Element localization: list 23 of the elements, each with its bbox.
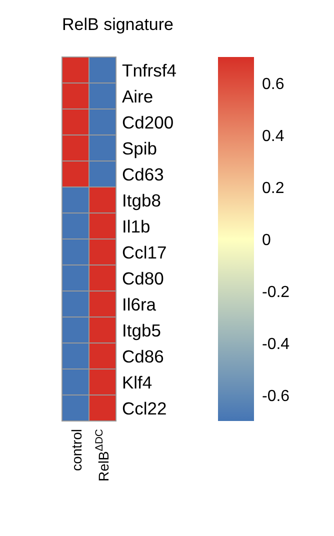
- y-tick-label: Cd200: [122, 112, 174, 132]
- y-tick-label: Il1b: [122, 216, 150, 236]
- y-tick-label: Cd80: [122, 268, 164, 288]
- color-bar-label: 0.4: [262, 128, 284, 145]
- color-bar-label: -0.2: [262, 284, 290, 301]
- y-tick-label: Spib: [122, 138, 158, 158]
- color-bar-label: 0.2: [262, 180, 284, 197]
- y-tick-label: Ccl22: [122, 398, 167, 418]
- y-tick-label: Il6ra: [122, 294, 156, 314]
- color-bar-label: -0.6: [262, 388, 290, 405]
- y-tick-label: Tnfrsf4: [122, 60, 177, 80]
- y-tick-label: Cd63: [122, 164, 164, 184]
- color-bar-label: 0: [262, 232, 271, 249]
- y-tick-label: Itgb5: [122, 320, 161, 340]
- y-tick-label: Ccl17: [122, 242, 167, 262]
- color-bar-label: 0.6: [262, 76, 284, 93]
- y-tick-label: Aire: [122, 86, 154, 106]
- y-tick-label: Klf4: [122, 372, 152, 392]
- x-tick-label: control: [68, 429, 84, 472]
- chart-title: RelB signature: [62, 15, 174, 34]
- color-bar-label: -0.4: [262, 336, 290, 353]
- y-tick-label: Itgb8: [122, 190, 161, 210]
- y-tick-label: Cd86: [122, 346, 164, 366]
